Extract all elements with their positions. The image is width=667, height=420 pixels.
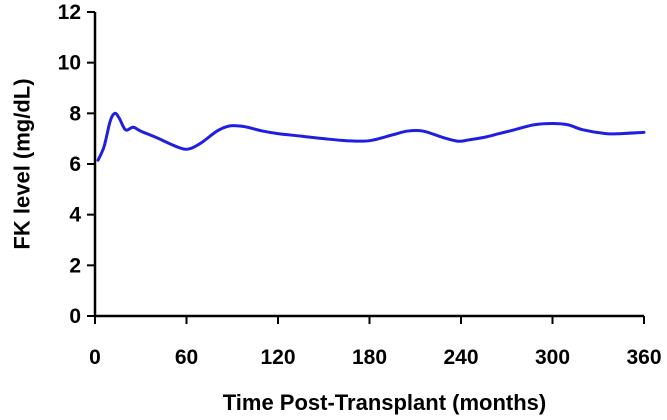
fk-level-series-line	[96, 111, 646, 162]
x-tick-label: 180	[352, 346, 387, 369]
x-tick-label: 240	[443, 346, 478, 369]
y-axis-title: FK level (mg/dL)	[10, 78, 35, 249]
x-tick-label: 300	[535, 346, 570, 369]
y-tick-label: 0	[69, 305, 81, 328]
x-tick-label: 120	[260, 346, 295, 369]
y-tick-label: 2	[69, 254, 81, 277]
x-tick-label: 360	[626, 346, 661, 369]
x-axis-title: Time Post-Transplant (months)	[223, 390, 547, 415]
x-tick-label: 60	[175, 346, 198, 369]
x-axis-ticks: 0 60 120 180 240 300 360	[89, 316, 662, 369]
y-axis-ticks: 0 2 4 6 8 10 12	[58, 1, 95, 328]
y-tick-label: 6	[69, 153, 81, 176]
y-tick-label: 12	[58, 1, 81, 24]
y-tick-label: 10	[58, 52, 81, 75]
y-tick-label: 8	[69, 102, 81, 125]
y-tick-label: 4	[69, 204, 81, 227]
x-tick-label: 0	[89, 346, 101, 369]
